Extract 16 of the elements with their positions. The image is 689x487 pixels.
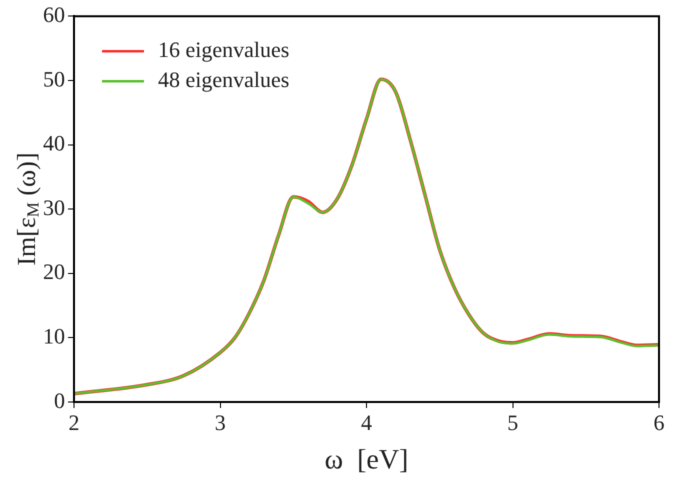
y-tick-label: 50: [43, 66, 65, 92]
legend-label: 16 eigenvalues: [158, 36, 290, 62]
y-tick-label: 0: [54, 388, 65, 413]
x-tick-label: 6: [654, 410, 664, 435]
x-tick-label: 5: [507, 410, 518, 435]
x-tick-label: 4: [361, 410, 372, 435]
y-tick-label: 10: [43, 323, 65, 348]
y-tick-label: 60: [43, 2, 65, 27]
y-tick-label: 40: [43, 130, 65, 156]
x-tick-label: 3: [214, 410, 226, 435]
x-tick-label: 2: [68, 410, 80, 435]
y-tick-label: 20: [43, 259, 65, 284]
y-tick-label: 30: [43, 194, 65, 220]
legend-label: 48 eigenvalues: [158, 66, 290, 92]
x-axis-title: ω [eV]: [324, 444, 408, 476]
y-axis-title: Im[εM (ω)]: [12, 152, 42, 266]
